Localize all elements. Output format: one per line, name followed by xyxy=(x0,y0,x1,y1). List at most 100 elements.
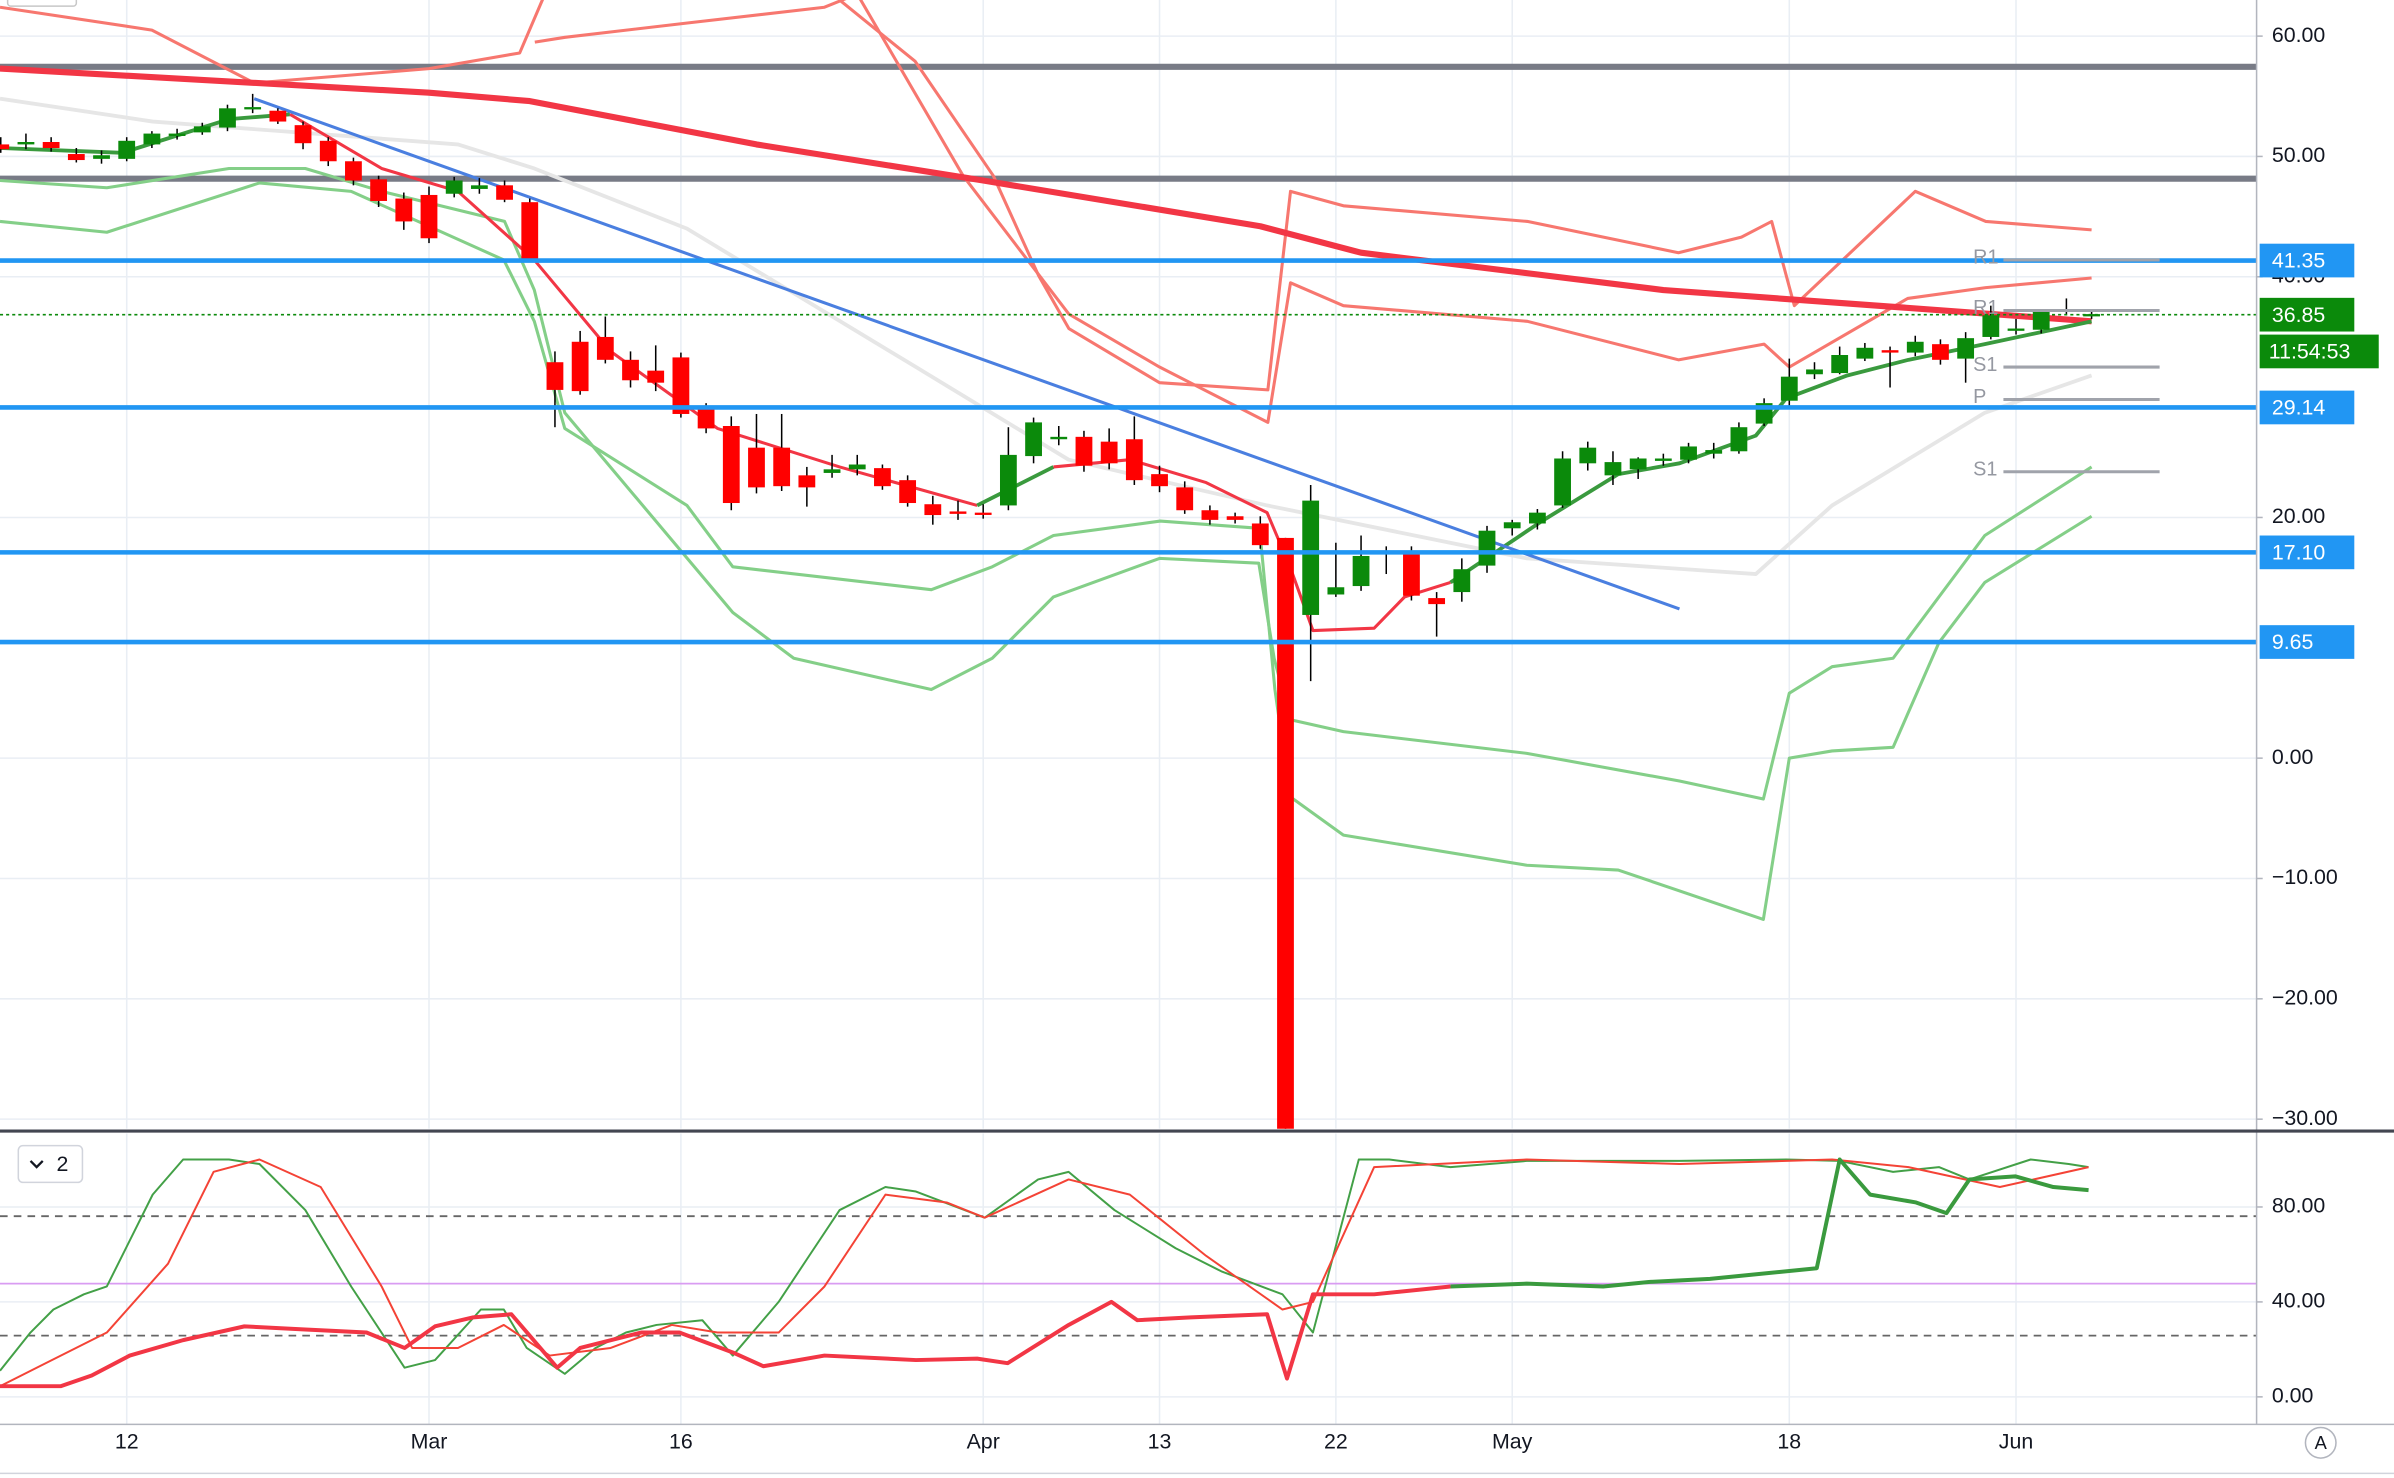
candle-body xyxy=(2007,328,2025,331)
candle-body xyxy=(1604,462,1622,476)
candle-body xyxy=(168,133,186,136)
candle-body xyxy=(722,426,740,504)
candle-body xyxy=(1528,512,1546,524)
candle-body xyxy=(748,447,765,488)
candle-body xyxy=(1403,551,1420,596)
candle-body xyxy=(1831,355,1849,374)
candle-body xyxy=(319,140,337,162)
candle-body xyxy=(1579,447,1597,464)
y-tick-label: 0.00 xyxy=(2272,1383,2314,1407)
indicator-line xyxy=(0,96,2093,576)
candle-body xyxy=(1100,441,1118,464)
candle-body xyxy=(1176,487,1194,511)
candle-body xyxy=(1327,587,1345,595)
last-price-box xyxy=(2259,297,2355,332)
candle-body xyxy=(1277,537,1294,1129)
candle-body xyxy=(974,512,992,515)
candle-body xyxy=(17,142,35,145)
y-tick-label: 50.00 xyxy=(2272,143,2326,167)
candle-body xyxy=(823,469,841,473)
y-tick-label: −20.00 xyxy=(2272,985,2338,1009)
candle-body xyxy=(647,370,665,383)
candle-body xyxy=(1302,500,1320,615)
candle-body xyxy=(798,475,816,488)
level-label: 41.35 xyxy=(2272,249,2325,273)
candle-body xyxy=(143,133,161,145)
y-tick-label: −10.00 xyxy=(2272,865,2338,889)
pivot-label: P xyxy=(1973,386,1986,408)
candle-body xyxy=(0,144,10,150)
trend-line xyxy=(253,97,1680,611)
candle-body xyxy=(1957,338,1975,359)
main-pane: R1 R1 S1 P S1 xyxy=(0,0,2257,1129)
candle-body xyxy=(1730,427,1748,452)
candle-body xyxy=(219,108,236,128)
auto-scale-circle[interactable] xyxy=(2304,1426,2337,1459)
candle-body xyxy=(244,107,262,110)
pane-selector[interactable]: 2 xyxy=(17,1144,84,1184)
indicator-line xyxy=(0,166,2093,801)
candle-body xyxy=(899,480,917,504)
x-tick-label: May xyxy=(1492,1429,1533,1453)
candle-body xyxy=(470,185,488,189)
x-tick-label: 12 xyxy=(115,1429,139,1453)
candle-body xyxy=(1503,522,1521,529)
x-tick-label: Apr xyxy=(967,1429,1000,1453)
last-price-label: 36.85 xyxy=(2272,303,2325,327)
candle-body xyxy=(1226,516,1244,520)
candle-body xyxy=(496,185,513,200)
auto-scale-button[interactable]: A xyxy=(2304,1426,2337,1459)
candle-body xyxy=(1856,347,1874,359)
y-tick-label: 80.00 xyxy=(2272,1194,2326,1218)
auto-scale-label: A xyxy=(2315,1432,2328,1453)
candle-body xyxy=(1654,458,1672,461)
indicator-line xyxy=(0,1158,2089,1388)
candle-body xyxy=(1478,530,1496,566)
level-label: 17.10 xyxy=(2272,541,2326,565)
oscillator-pane xyxy=(0,1133,2257,1425)
level-label-box xyxy=(2259,243,2355,278)
candle-body xyxy=(622,359,639,381)
candle-body xyxy=(1151,474,1168,487)
indicator-line xyxy=(0,1158,2089,1375)
candle-body xyxy=(949,511,967,514)
level-label: 29.14 xyxy=(2272,396,2326,420)
candle-body xyxy=(294,125,312,144)
candle-body xyxy=(924,504,942,516)
pivot-label: R1 xyxy=(1973,247,1998,269)
chevron-icon xyxy=(29,1160,44,1169)
candle-body xyxy=(596,336,614,360)
candle-body xyxy=(546,362,564,390)
candle-body xyxy=(445,180,463,194)
candle-body xyxy=(1932,344,1949,360)
candle-body xyxy=(848,464,866,470)
candle-body xyxy=(1806,369,1823,375)
candle-body xyxy=(269,110,287,122)
candle-body xyxy=(67,154,85,161)
candle-body xyxy=(1050,436,1068,440)
indicator-line xyxy=(289,112,978,507)
x-tick-label: 22 xyxy=(1324,1429,1348,1453)
y-tick-label: 40.00 xyxy=(2272,1289,2326,1313)
indicator-line xyxy=(0,65,2092,325)
candle-body xyxy=(93,155,110,159)
pane-selector-box[interactable] xyxy=(17,1144,84,1184)
candle-body xyxy=(42,142,60,149)
countdown-label: 11:54:53 xyxy=(2269,340,2351,364)
candle-body xyxy=(420,194,438,239)
candle-body xyxy=(2032,311,2050,330)
indicator-line xyxy=(0,1284,1451,1389)
indicator-line xyxy=(1450,1157,2089,1289)
candle-body xyxy=(193,126,211,133)
y-tick-label: 0.00 xyxy=(2272,745,2314,769)
legend-toggle[interactable] xyxy=(6,0,78,7)
candle-body xyxy=(773,447,791,487)
candle-body xyxy=(1705,450,1723,454)
candle-body xyxy=(1554,458,1571,506)
candle-body xyxy=(1881,350,1899,353)
y-tick-label: −30.00 xyxy=(2272,1106,2338,1130)
candle-body xyxy=(1075,436,1093,466)
candle-body xyxy=(1352,555,1370,587)
